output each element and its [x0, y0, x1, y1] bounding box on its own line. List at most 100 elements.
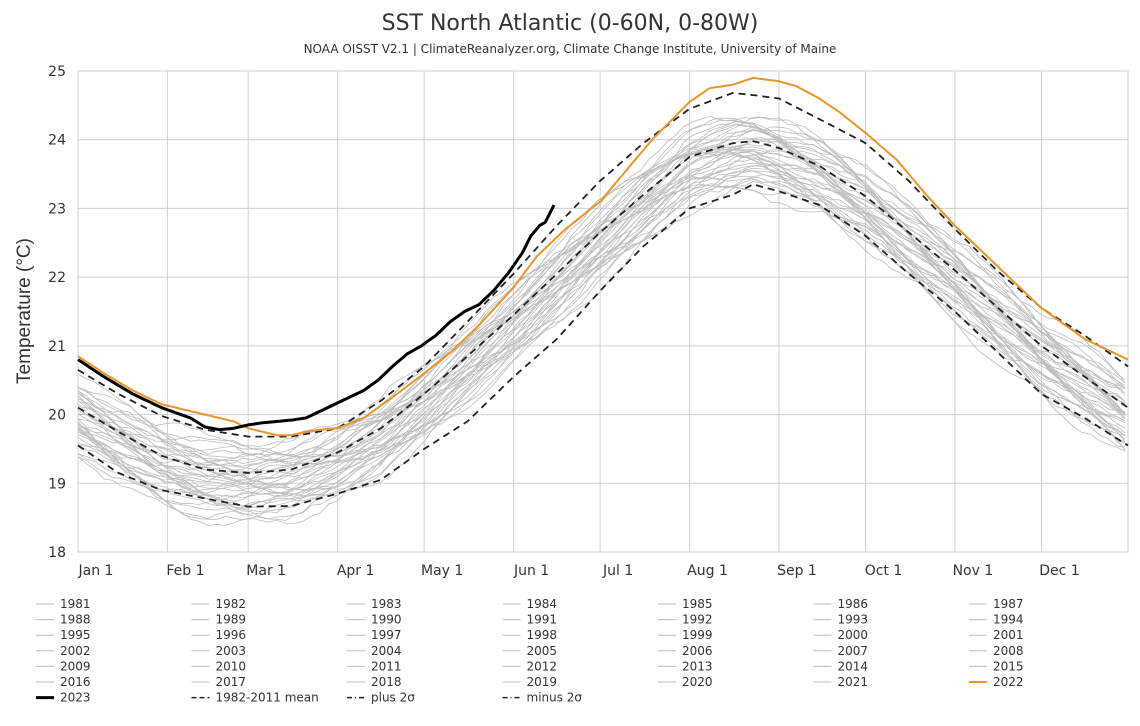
legend: 1981 1982 1983 1984 1985 1986 1987 1988 1989 1990…	[36, 597, 1024, 705]
legend-item[interactable]: 2003	[191, 644, 247, 658]
legend-label: 1995	[60, 628, 91, 642]
legend-item[interactable]: 1988	[36, 613, 91, 627]
legend-label: 1990	[371, 613, 402, 627]
legend-item[interactable]: 2002	[36, 644, 91, 658]
legend-item[interactable]: 1990	[347, 613, 402, 627]
legend-item[interactable]: 2015	[969, 659, 1024, 673]
legend-label: 2009	[60, 659, 91, 673]
legend-label: 2015	[993, 659, 1024, 673]
legend-item[interactable]: 1992	[658, 613, 713, 627]
legend-item[interactable]: 2000	[813, 628, 869, 642]
y-tick-label: 21	[48, 339, 66, 355]
series-line-2013	[77, 120, 1126, 458]
legend-item[interactable]: 2011	[347, 659, 402, 673]
x-tick-label: Aug 1	[687, 563, 728, 579]
legend-item[interactable]: 1991	[502, 613, 558, 627]
legend-label: 1999	[682, 628, 713, 642]
legend-label: minus 2σ	[527, 691, 583, 705]
legend-item[interactable]: 1984	[502, 597, 558, 611]
legend-item[interactable]: minus 2σ	[502, 691, 583, 705]
legend-item[interactable]: 1982-2011 mean	[191, 691, 319, 705]
legend-label: 2023	[60, 691, 91, 705]
x-tick-label: Dec 1	[1039, 563, 1079, 579]
legend-label: 1985	[682, 597, 713, 611]
highlight-series-group	[77, 76, 1129, 437]
legend-label: 1996	[216, 628, 247, 642]
series-line-2015	[77, 126, 1126, 475]
series-line-1994	[77, 164, 1126, 509]
series-line-2021	[77, 115, 1126, 447]
legend-item[interactable]: 1997	[347, 628, 402, 642]
series-line-1988	[77, 170, 1126, 500]
legend-item[interactable]: 1982	[191, 597, 247, 611]
legend-item[interactable]: 2001	[969, 628, 1024, 642]
legend-item[interactable]: 1981	[36, 597, 91, 611]
legend-item[interactable]: 1987	[969, 597, 1024, 611]
legend-item[interactable]: 1995	[36, 628, 91, 642]
legend-label: 1997	[371, 628, 402, 642]
legend-label: 2008	[993, 644, 1024, 658]
legend-item[interactable]: 2007	[813, 644, 869, 658]
legend-item[interactable]: 1999	[658, 628, 713, 642]
legend-item[interactable]: 1994	[969, 613, 1024, 627]
series-line-1997	[77, 148, 1126, 490]
y-tick-label: 25	[48, 64, 66, 80]
legend-item[interactable]: 1998	[502, 628, 558, 642]
legend-item[interactable]: 2021	[813, 675, 869, 689]
legend-label: 1983	[371, 597, 402, 611]
series-line-1991	[77, 178, 1126, 507]
legend-label: 2022	[993, 675, 1024, 689]
legend-item[interactable]: 1989	[191, 613, 247, 627]
legend-item[interactable]: 2005	[502, 644, 558, 658]
series-line-2022	[77, 76, 1129, 437]
legend-item[interactable]: 2023	[36, 691, 91, 705]
legend-item[interactable]: 2004	[347, 644, 402, 658]
legend-label: 2007	[838, 644, 869, 658]
y-tick-label: 22	[48, 270, 66, 286]
legend-label: 2012	[527, 659, 558, 673]
y-tick-label: 24	[48, 133, 66, 149]
legend-item[interactable]: 2018	[347, 675, 402, 689]
legend-label: 2003	[216, 644, 247, 658]
series-line-2009	[77, 126, 1126, 464]
legend-label: 1984	[527, 597, 558, 611]
legend-item[interactable]: 1993	[813, 613, 869, 627]
legend-item[interactable]: plus 2σ	[347, 691, 415, 705]
y-tick-label: 20	[48, 408, 66, 424]
series-line-mean	[77, 140, 1129, 474]
x-tick-labels: Jan 1 Feb 1 Mar 1 Apr 1 May 1 Jun 1 Jul 1 Aug 1…	[78, 563, 1080, 579]
legend-label: 2002	[60, 644, 91, 658]
series-line-2018	[77, 116, 1126, 459]
statistics-series-group	[77, 92, 1129, 508]
legend-label: 2018	[371, 675, 402, 689]
legend-item[interactable]: 1985	[658, 597, 713, 611]
legend-label: 1988	[60, 613, 91, 627]
legend-item[interactable]: 2020	[658, 675, 713, 689]
legend-item[interactable]: 2010	[191, 659, 247, 673]
legend-item[interactable]: 2009	[36, 659, 91, 673]
series-line-1989	[77, 154, 1126, 505]
legend-item[interactable]: 2022	[969, 675, 1024, 689]
legend-item[interactable]: 2006	[658, 644, 713, 658]
series-line-2001	[77, 146, 1126, 484]
series-line-minus-2sigma	[77, 183, 1129, 508]
legend-label: 2010	[216, 659, 247, 673]
legend-item[interactable]: 2016	[36, 675, 91, 689]
x-tick-label: May 1	[421, 563, 463, 579]
legend-item[interactable]: 2012	[502, 659, 558, 673]
legend-item[interactable]: 2008	[969, 644, 1024, 658]
legend-item[interactable]: 2014	[813, 659, 869, 673]
legend-item[interactable]: 2019	[502, 675, 558, 689]
legend-item[interactable]: 1996	[191, 628, 247, 642]
series-line-2010	[77, 123, 1126, 472]
legend-item[interactable]: 2017	[191, 675, 247, 689]
legend-label: 1992	[682, 613, 713, 627]
legend-label: 1981	[60, 597, 91, 611]
legend-item[interactable]: 1983	[347, 597, 402, 611]
y-axis-label: Temperature (°C)	[14, 238, 35, 384]
legend-label: 1998	[527, 628, 558, 642]
legend-label: 2020	[682, 675, 713, 689]
legend-item[interactable]: 2013	[658, 659, 713, 673]
legend-label: 2006	[682, 644, 713, 658]
legend-item[interactable]: 1986	[813, 597, 869, 611]
